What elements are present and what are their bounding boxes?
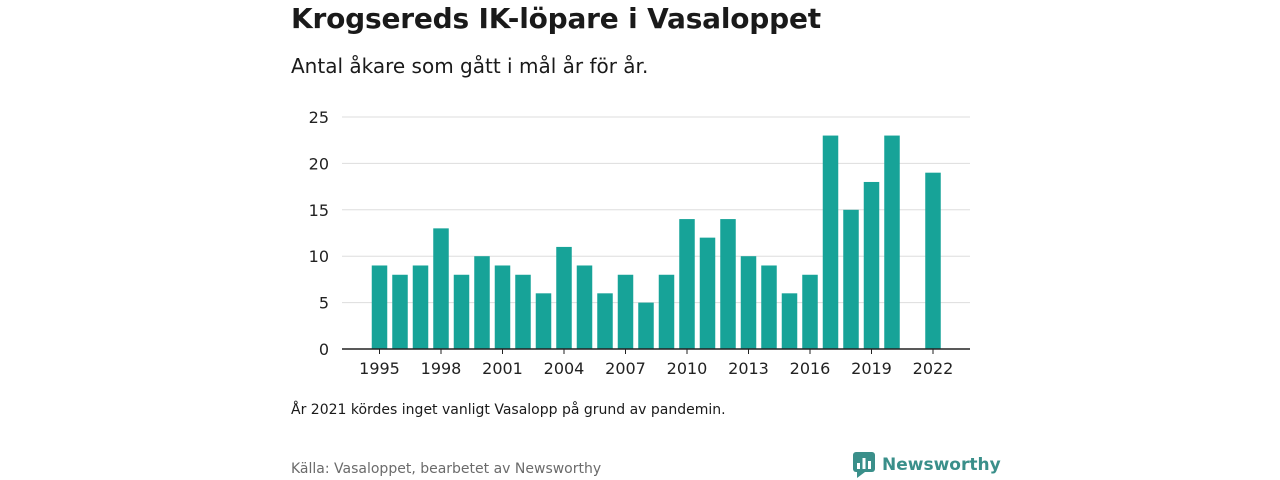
bar — [433, 228, 449, 349]
x-tick-label: 2007 — [605, 359, 646, 378]
bar — [515, 274, 531, 349]
x-tick-label: 2016 — [790, 359, 831, 378]
x-tick-label: 2010 — [667, 359, 708, 378]
bar — [474, 256, 490, 349]
chart-subtitle: Antal åkare som gått i mål år för år. — [291, 54, 649, 78]
bar — [638, 302, 654, 349]
bar — [802, 274, 818, 349]
bar — [740, 256, 757, 349]
bar — [884, 135, 900, 349]
bar — [781, 293, 798, 349]
bar — [597, 293, 613, 349]
chart-note: År 2021 kördes inget vanligt Vasalopp på… — [291, 402, 726, 418]
bar — [576, 265, 593, 349]
bar — [535, 293, 552, 349]
x-tick-label: 1995 — [359, 359, 400, 378]
newsworthy-logo-icon — [853, 452, 875, 478]
x-tick-label: 2004 — [544, 359, 585, 378]
bar — [925, 172, 941, 349]
bar — [822, 135, 839, 349]
x-tick-label: 2022 — [913, 359, 954, 378]
bar — [617, 274, 634, 349]
x-tick-label: 2019 — [851, 359, 892, 378]
brand-name: Newsworthy — [882, 455, 1001, 475]
bar — [371, 265, 388, 349]
bar — [720, 219, 736, 349]
y-tick-label: 0 — [319, 340, 329, 359]
source-text: Källa: Vasaloppet, bearbetet av Newswort… — [291, 461, 602, 477]
bar — [658, 274, 675, 349]
bar — [843, 209, 859, 349]
bar — [556, 246, 572, 349]
x-tick-label: 2013 — [728, 359, 769, 378]
y-tick-label: 20 — [309, 154, 329, 173]
bar — [412, 265, 429, 349]
bar — [494, 265, 511, 349]
bar — [392, 274, 408, 349]
bar — [863, 181, 880, 349]
bar — [453, 274, 470, 349]
x-tick-label: 1998 — [421, 359, 462, 378]
brand-logo: Newsworthy — [853, 452, 1001, 478]
y-tick-label: 25 — [309, 108, 329, 127]
y-tick-label: 5 — [319, 294, 329, 313]
x-tick-label: 2001 — [482, 359, 523, 378]
y-tick-label: 10 — [309, 247, 329, 266]
chart-title: Krogsereds IK-löpare i Vasaloppet — [291, 2, 821, 35]
bar — [761, 265, 777, 349]
bar — [679, 219, 695, 349]
bar — [699, 237, 716, 349]
y-tick-label: 15 — [309, 201, 329, 220]
